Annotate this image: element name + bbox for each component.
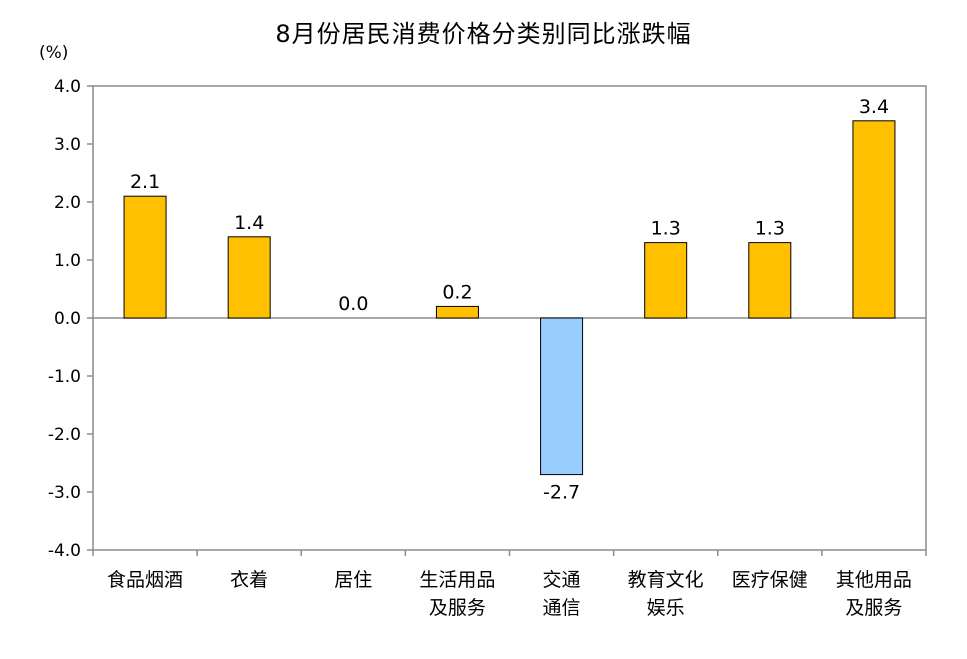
x-category-label: 居住 bbox=[334, 569, 372, 591]
y-axis-unit: (%) bbox=[39, 43, 69, 63]
x-category-label: 生活用品及服务 bbox=[419, 569, 495, 619]
bar bbox=[227, 236, 271, 319]
bar bbox=[748, 242, 792, 319]
y-tick-label: -4.0 bbox=[48, 541, 81, 561]
bar bbox=[435, 305, 479, 319]
y-tick-label: 2.0 bbox=[54, 193, 81, 213]
bar bbox=[540, 317, 584, 476]
x-category-label: 医疗保健 bbox=[732, 569, 808, 591]
chart-title: 8月份居民消费价格分类别同比涨跌幅 bbox=[275, 20, 692, 48]
bar bbox=[123, 195, 167, 319]
y-tick-label: 0.0 bbox=[54, 309, 81, 329]
bar bbox=[644, 242, 688, 319]
data-label: 1.3 bbox=[651, 218, 681, 240]
data-label: 1.3 bbox=[755, 218, 785, 240]
x-category-label: 其他用品及服务 bbox=[836, 569, 912, 619]
y-tick-label: 3.0 bbox=[54, 135, 81, 155]
data-label: 1.4 bbox=[234, 212, 264, 234]
y-tick-label: -3.0 bbox=[48, 483, 81, 503]
y-tick-label: 4.0 bbox=[54, 77, 81, 97]
x-category-label: 教育文化娱乐 bbox=[628, 569, 704, 619]
x-category-label: 交通通信 bbox=[543, 569, 581, 619]
y-tick-label: -2.0 bbox=[48, 425, 81, 445]
data-label: 3.4 bbox=[859, 96, 889, 118]
data-label: 2.1 bbox=[130, 171, 160, 193]
x-category-label: 衣着 bbox=[230, 569, 268, 591]
data-label: 0.2 bbox=[442, 281, 472, 303]
bar bbox=[852, 120, 896, 319]
x-category-label: 食品烟酒 bbox=[107, 569, 183, 591]
data-label: -2.7 bbox=[543, 482, 580, 504]
y-tick-label: 1.0 bbox=[54, 251, 81, 271]
y-tick-label: -1.0 bbox=[48, 367, 81, 387]
data-label: 0.0 bbox=[338, 293, 368, 315]
